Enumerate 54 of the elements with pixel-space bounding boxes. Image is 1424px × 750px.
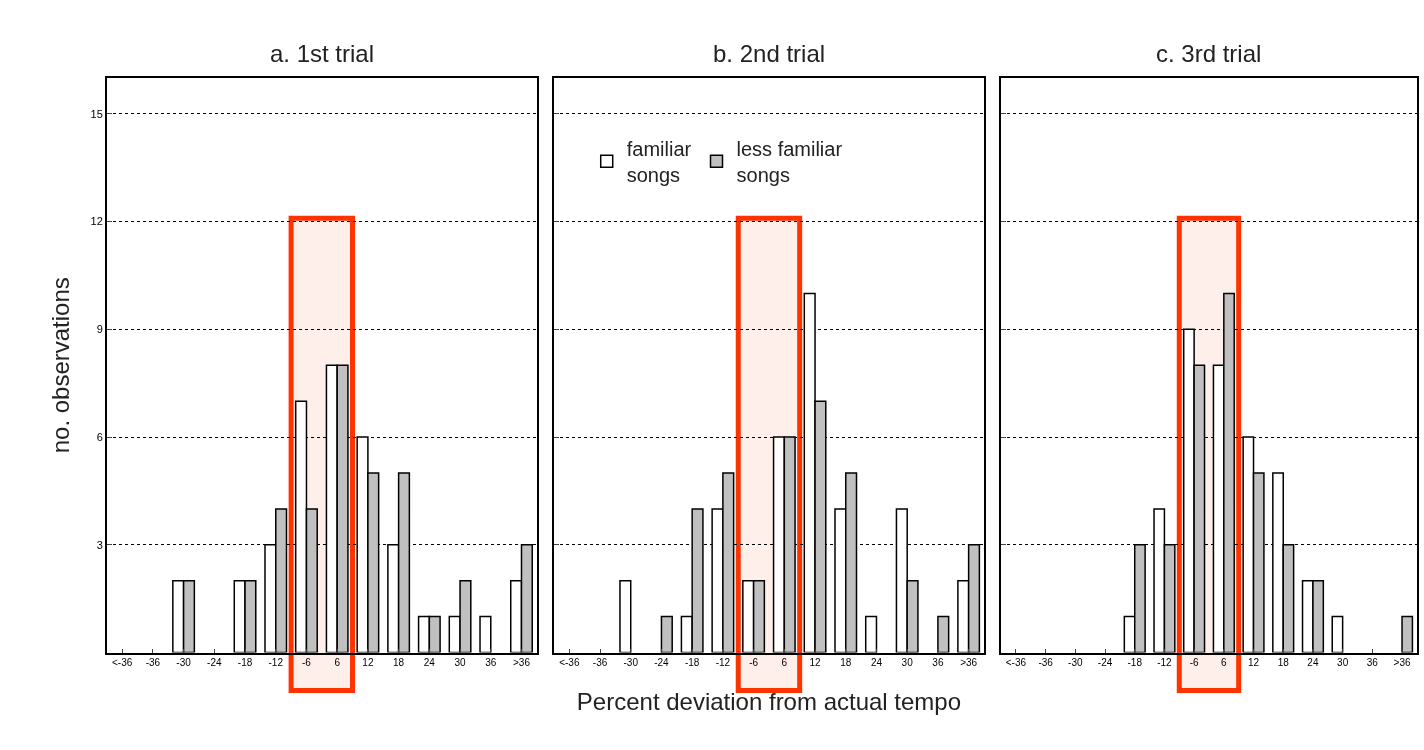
x-tick-label: <-36	[112, 657, 133, 669]
x-tick-label: -18	[237, 657, 253, 669]
x-tick-label: 30	[454, 657, 467, 669]
y-tick-label: 15	[90, 107, 103, 120]
x-tick-label: -24	[654, 657, 670, 669]
x-tick-label: 30	[901, 657, 914, 669]
x-tick-label: 24	[423, 657, 436, 669]
x-tick-label: -6	[1189, 657, 1199, 669]
x-tick-label: 18	[840, 657, 852, 669]
x-tick-label: -24	[1097, 657, 1113, 669]
x-tick-label: -6	[749, 657, 759, 669]
x-axis-title: Percent deviation from actual tempo	[576, 688, 962, 716]
legend-label: less familiar songs	[736, 138, 843, 187]
x-tick-label: -30	[623, 657, 639, 669]
x-tick-label: 24	[1307, 657, 1319, 669]
legend-label: familiar songs	[626, 138, 692, 187]
y-tick-label: 12	[90, 215, 103, 228]
x-tick-label: 36	[932, 657, 944, 669]
x-tick-label: -18	[1127, 657, 1143, 669]
x-tick-label: 6	[334, 657, 341, 669]
chart-title: c. 3rd trial	[1156, 40, 1262, 67]
chart-title: b. 2nd trial	[713, 40, 826, 67]
x-tick-label: -12	[1157, 657, 1173, 669]
x-tick-label: 12	[362, 657, 374, 669]
x-tick-label: -30	[1068, 657, 1083, 669]
x-tick-label: -30	[176, 657, 192, 669]
x-tick-label: -36	[145, 657, 161, 669]
y-tick-label: 6	[96, 430, 103, 443]
x-tick-label: -12	[715, 657, 731, 669]
chart-title: a. 1st trial	[270, 40, 375, 67]
x-tick-label: -18	[684, 657, 700, 669]
x-tick-label: -6	[302, 657, 312, 669]
x-tick-label: 30	[1337, 657, 1349, 669]
x-tick-label: -24	[207, 657, 222, 669]
x-tick-label: <-36	[1005, 657, 1027, 669]
x-tick-label: >36	[960, 657, 978, 669]
x-tick-label: 6	[1221, 657, 1228, 669]
x-tick-label: 12	[809, 657, 822, 669]
y-tick-label: 3	[96, 538, 103, 551]
y-tick-label: 9	[96, 323, 103, 336]
x-tick-label: 6	[781, 657, 788, 669]
x-tick-label: >36	[513, 657, 531, 669]
y-axis-title: no. observations	[47, 277, 75, 454]
x-tick-label: 36	[485, 657, 497, 669]
x-tick-label: 36	[1366, 657, 1379, 669]
x-tick-label: 18	[393, 657, 405, 669]
x-tick-label: 24	[870, 657, 883, 669]
x-tick-label: -36	[592, 657, 608, 669]
x-tick-label: 12	[1247, 657, 1260, 669]
x-tick-label: -12	[268, 657, 284, 669]
x-tick-label: -36	[1038, 657, 1054, 669]
x-tick-label: <-36	[559, 657, 580, 669]
x-tick-label: 18	[1277, 657, 1290, 669]
x-tick-label: >36	[1393, 657, 1411, 669]
